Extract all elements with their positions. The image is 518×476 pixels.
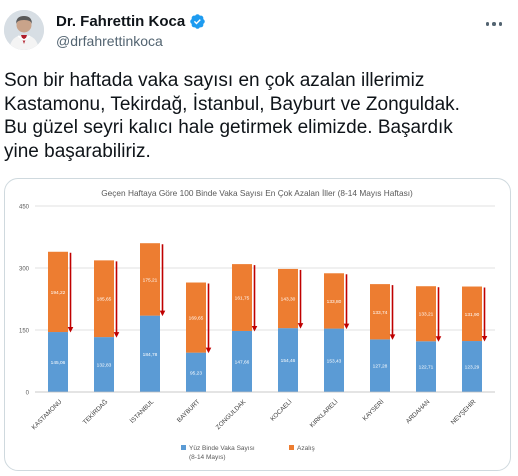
data-label: 133,80 <box>327 299 342 305</box>
data-label: 153,43 <box>327 358 342 364</box>
data-label: 127,28 <box>373 364 388 370</box>
decrease-arrow-head <box>205 347 212 354</box>
bar-azalis <box>370 284 390 340</box>
more-horizontal-icon[interactable] <box>480 14 508 34</box>
decrease-arrow-head <box>343 323 350 330</box>
bar-yuz-binde <box>186 352 206 392</box>
bar-azalis <box>232 264 252 331</box>
user-handle[interactable]: @drfahrettinkoca <box>56 33 163 49</box>
data-label: 185,65 <box>97 297 112 303</box>
decrease-arrow-head <box>67 327 74 333</box>
bar-azalis <box>140 243 160 316</box>
legend-swatch-azalis <box>289 445 294 450</box>
x-tick-label: İSTANBUL <box>128 397 156 425</box>
y-tick-label: 300 <box>19 267 30 273</box>
x-tick-label: ARDAHAN <box>405 398 432 425</box>
bar-azalis <box>186 282 206 353</box>
decrease-arrow-head <box>297 323 304 329</box>
tweet-text: Son bir haftada vaka sayısı en çok azala… <box>4 70 460 162</box>
data-label: 154,46 <box>281 358 296 364</box>
x-tick-label: ZONGULDAK <box>215 398 248 431</box>
data-label: 132,83 <box>97 363 112 369</box>
display-name[interactable]: Dr. Fahrettin Koca <box>56 13 186 30</box>
x-tick-label: KIRKLARELİ <box>307 397 339 429</box>
decrease-arrow-head <box>113 332 120 338</box>
bar-yuz-binde <box>140 315 160 392</box>
data-label: 175,21 <box>143 277 158 283</box>
data-label: 194,22 <box>51 290 66 296</box>
avatar[interactable] <box>4 10 44 50</box>
x-tick-label: NEVŞEHİR <box>448 397 477 426</box>
data-label: 133,74 <box>373 310 388 316</box>
bar-azalis <box>462 286 482 342</box>
decrease-arrow-head <box>389 334 396 340</box>
data-label: 123,29 <box>465 365 480 371</box>
verified-badge-icon <box>190 14 205 29</box>
tweet-header: Dr. Fahrettin Koca @drfahrettinkoca <box>0 0 518 62</box>
x-tick-label: KASTAMONU <box>31 398 64 431</box>
data-label: 131,90 <box>465 312 480 318</box>
decrease-arrow-head <box>435 336 442 342</box>
legend-swatch-yuz-binde <box>181 445 186 450</box>
x-tick-label: TEKİRDAĞ <box>80 397 109 426</box>
bar-azalis <box>48 251 68 333</box>
bar-azalis <box>278 268 298 329</box>
bar-azalis <box>324 273 344 329</box>
x-tick-label: BAYBURT <box>176 398 202 424</box>
chart-title: Geçen Haftaya Göre 100 Binde Vaka Sayısı… <box>101 188 413 198</box>
data-label: 147,66 <box>235 359 250 365</box>
data-label: 95,23 <box>190 370 202 376</box>
bar-yuz-binde <box>48 332 68 392</box>
decrease-arrow-head <box>251 325 258 332</box>
bar-yuz-binde <box>94 337 114 392</box>
legend-label-yuz-binde-sub: (8-14 Mayıs) <box>189 454 225 461</box>
y-tick-label: 0 <box>26 391 30 397</box>
legend-label-yuz-binde: Yüz Binde Vaka Sayısı <box>189 445 255 452</box>
bar-chart: Geçen Haftaya Göre 100 Binde Vaka Sayısı… <box>19 188 495 461</box>
y-tick-label: 150 <box>19 329 30 335</box>
avatar-image <box>4 10 44 50</box>
data-label: 161,75 <box>235 296 250 302</box>
bar-yuz-binde <box>370 339 390 392</box>
x-tick-label: KOCAELİ <box>268 397 294 423</box>
bar-yuz-binde <box>232 330 252 392</box>
data-label: 184,78 <box>143 352 158 358</box>
data-label: 169,65 <box>189 316 204 322</box>
data-label: 143,30 <box>281 297 296 303</box>
y-tick-label: 450 <box>19 205 30 211</box>
bar-yuz-binde <box>324 328 344 392</box>
data-label: 133,21 <box>419 312 434 318</box>
bar-yuz-binde <box>416 341 436 392</box>
data-label: 145,06 <box>51 360 66 366</box>
bar-azalis <box>94 260 114 338</box>
x-tick-label: KAYSERİ <box>360 397 386 423</box>
data-label: 122,71 <box>419 365 434 371</box>
tweet-media-chart[interactable]: Geçen Haftaya Göre 100 Binde Vaka Sayısı… <box>4 178 511 471</box>
legend-label-azalis: Azalış <box>297 445 315 452</box>
bar-yuz-binde <box>278 328 298 392</box>
decrease-arrow-head <box>481 336 488 342</box>
bar-yuz-binde <box>462 341 482 392</box>
decrease-arrow-head <box>159 310 166 317</box>
bar-azalis <box>416 286 436 342</box>
